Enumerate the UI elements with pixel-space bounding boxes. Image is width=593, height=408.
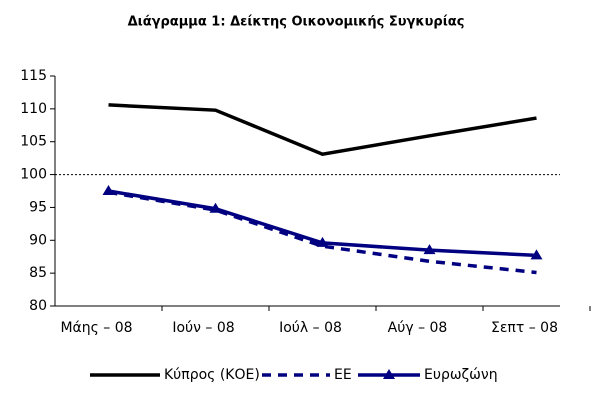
y-tick-label: 115 [20,68,47,84]
point-marker [316,236,329,247]
x-tick-label: Αύγ – 08 [388,320,448,336]
x-tick-label: Ιούν – 08 [172,320,234,336]
legend-label: ΕΕ [334,367,352,383]
point-marker [423,244,436,255]
y-tick-label: 80 [29,298,47,314]
y-tick-label: 90 [29,232,47,248]
series-line [108,103,537,157]
x-tick-label: Σεπτ – 08 [491,320,558,336]
point-marker [209,202,222,213]
y-tick-label: 100 [20,167,47,183]
y-tick-label: 85 [29,265,47,281]
point-marker [530,249,543,260]
y-tick-label: 95 [29,199,47,215]
legend-label: Κύπρος (ΚΟΕ) [164,367,260,383]
y-tick-label: 110 [20,101,47,117]
chart-title: Διάγραμμα 1: Δείκτης Οικονομικής Συγκυρί… [128,15,465,30]
legend-marker [383,369,395,379]
x-tick-label: Μάης – 08 [60,320,132,336]
y-tick-label: 105 [20,134,47,150]
legend-label: Ευρωζώνη [424,367,498,383]
point-marker [102,185,115,195]
series-line [108,190,537,275]
x-tick-label: Ιούλ – 08 [279,320,342,336]
